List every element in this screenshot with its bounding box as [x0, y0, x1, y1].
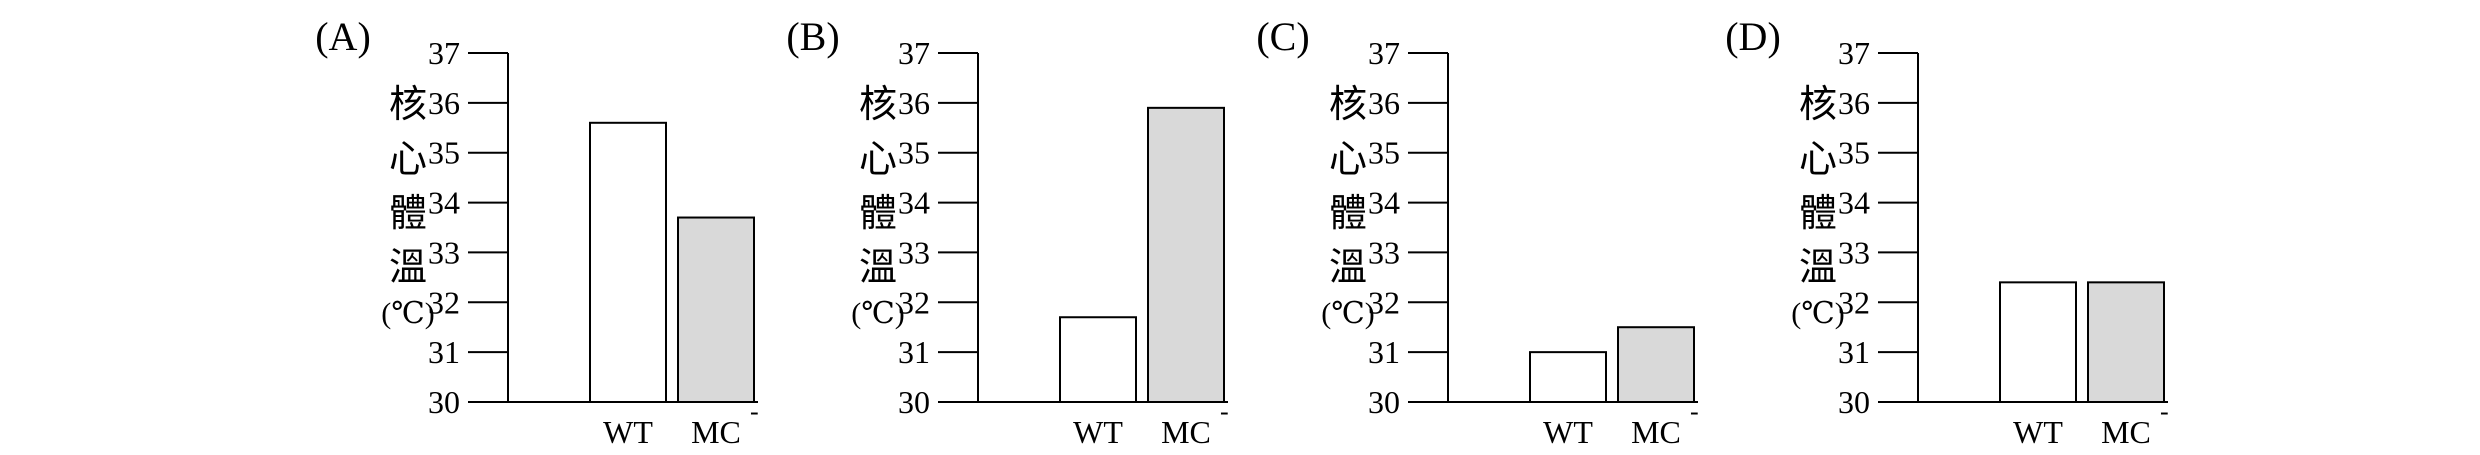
- y-tick-label: 35: [898, 135, 930, 171]
- bar-wt: [1059, 316, 1137, 403]
- x-tick-label: WT: [1543, 414, 1593, 450]
- y-tick-label: 33: [898, 234, 930, 270]
- x-tick-label: WT: [603, 414, 653, 450]
- y-axis-label-char: (℃): [381, 297, 435, 330]
- y-tick-label: 36: [1368, 85, 1400, 121]
- x-tick-label: MC: [1161, 414, 1211, 450]
- panel-label: (A): [315, 14, 371, 59]
- x-tick-label-superscript: -: [750, 397, 759, 426]
- y-tick-label: 34: [1368, 185, 1400, 221]
- y-axis-label-char: 心: [1799, 139, 1837, 181]
- y-axis-label-char: 體: [1799, 193, 1837, 235]
- bar-mc: [1617, 326, 1695, 404]
- panel-label: (D): [1725, 14, 1781, 59]
- x-tick-label: WT: [1073, 414, 1123, 450]
- y-tick-label: 30: [428, 384, 460, 420]
- bar-wt: [1999, 281, 2077, 404]
- x-tick-label-superscript: -: [1220, 397, 1229, 426]
- y-tick-label: 34: [1838, 185, 1870, 221]
- y-axis-label-char: 溫: [859, 247, 897, 289]
- y-axis-label-char: 核: [389, 84, 427, 126]
- y-tick-label: 37: [1368, 35, 1400, 71]
- y-tick-label: 37: [428, 35, 460, 71]
- y-axis-label-char: 體: [1329, 193, 1367, 235]
- y-axis-label-char: 體: [859, 193, 897, 235]
- y-tick-label: 31: [1838, 334, 1870, 370]
- y-axis-label-char: 心: [1329, 139, 1367, 181]
- y-tick-label: 33: [428, 234, 460, 270]
- bar-wt: [1529, 351, 1607, 403]
- y-tick-label: 37: [1838, 35, 1870, 71]
- y-axis-label-char: (℃): [1321, 297, 1375, 330]
- y-tick-label: 33: [1838, 234, 1870, 270]
- y-axis-label-char: 核: [1799, 84, 1837, 126]
- bar-wt: [589, 121, 667, 404]
- x-tick-label: MC: [2101, 414, 2151, 450]
- y-tick-label: 32: [428, 284, 460, 320]
- y-axis-label-char: 核: [859, 84, 897, 126]
- y-axis-label-char: 心: [859, 139, 897, 181]
- panel-label: (B): [786, 14, 839, 59]
- y-axis-label-char: 核: [1329, 84, 1367, 126]
- y-tick-label: 33: [1368, 234, 1400, 270]
- y-tick-label: 37: [898, 35, 930, 71]
- y-axis-label-char: 溫: [1329, 247, 1367, 289]
- y-tick-label: 34: [898, 185, 930, 221]
- x-tick-label: MC: [1631, 414, 1681, 450]
- y-axis-label-char: 溫: [1799, 247, 1837, 289]
- bar-mc: [677, 216, 755, 403]
- y-tick-label: 35: [1368, 135, 1400, 171]
- y-axis-label-char: 心: [389, 139, 427, 181]
- y-tick-label: 30: [1838, 384, 1870, 420]
- y-tick-label: 31: [428, 334, 460, 370]
- x-tick-label: MC: [691, 414, 741, 450]
- y-tick-label: 31: [1368, 334, 1400, 370]
- y-axis-label-char: (℃): [1791, 297, 1845, 330]
- y-axis-label-char: (℃): [851, 297, 905, 330]
- bar-mc: [2087, 281, 2165, 404]
- y-tick-label: 32: [1838, 284, 1870, 320]
- y-axis-label-char: 溫: [389, 247, 427, 289]
- y-tick-label: 35: [428, 135, 460, 171]
- y-tick-label: 36: [428, 85, 460, 121]
- y-tick-label: 34: [428, 185, 460, 221]
- y-tick-label: 30: [898, 384, 930, 420]
- y-tick-label: 31: [898, 334, 930, 370]
- y-tick-label: 32: [1368, 284, 1400, 320]
- x-tick-label-superscript: -: [2160, 397, 2169, 426]
- panel-label: (C): [1256, 14, 1309, 59]
- y-tick-label: 36: [1838, 85, 1870, 121]
- y-tick-label: 32: [898, 284, 930, 320]
- y-tick-label: 35: [1838, 135, 1870, 171]
- x-tick-label-superscript: -: [1690, 397, 1699, 426]
- y-tick-label: 30: [1368, 384, 1400, 420]
- bar-mc: [1147, 106, 1225, 403]
- x-tick-label: WT: [2013, 414, 2063, 450]
- y-axis-label-char: 體: [389, 193, 427, 235]
- y-tick-label: 36: [898, 85, 930, 121]
